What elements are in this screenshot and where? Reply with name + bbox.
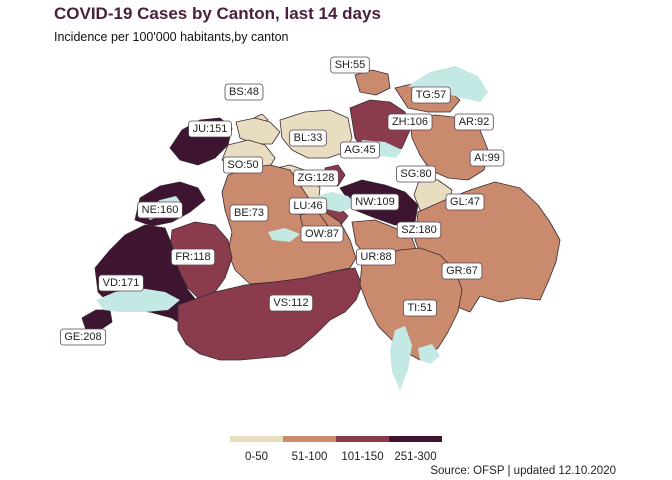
canton-label-gl: GL:47 <box>445 193 485 211</box>
svg-text:AR:92: AR:92 <box>459 116 490 128</box>
canton-label-lu: LU:46 <box>288 197 328 215</box>
canton-vs <box>177 267 363 361</box>
canton-label-sz: SZ:180 <box>396 221 442 239</box>
svg-text:VS:112: VS:112 <box>273 297 308 309</box>
source-note: Source: OFSP | updated 12.10.2020 <box>430 465 616 477</box>
legend-label: 101-150 <box>341 451 384 463</box>
canton-label-ag: AG:45 <box>340 141 380 159</box>
legend-swatch-0-50 <box>230 436 283 442</box>
svg-text:BE:73: BE:73 <box>234 207 264 219</box>
svg-text:OW:87: OW:87 <box>305 228 339 240</box>
canton-label-be: BE:73 <box>229 204 269 222</box>
canton-label-gr: GR:67 <box>441 262 483 280</box>
canton-label-ju: JU:151 <box>188 120 232 138</box>
svg-text:GL:47: GL:47 <box>450 196 480 208</box>
canton-label-ur: UR:88 <box>356 248 396 266</box>
canton-label-zh: ZH:106 <box>387 113 433 131</box>
canton-label-sh: SH:55 <box>330 56 370 74</box>
svg-text:UR:88: UR:88 <box>360 251 391 263</box>
canton-ge <box>81 309 113 331</box>
svg-text:SG:80: SG:80 <box>400 168 431 180</box>
legend-label: 51-100 <box>291 451 328 463</box>
canton-label-bl: BL:33 <box>289 129 327 147</box>
canton-label-fr: FR:118 <box>170 248 216 266</box>
svg-text:AG:45: AG:45 <box>344 144 375 156</box>
canton-label-ai: AI:99 <box>469 149 505 167</box>
canton-label-ti: TI:51 <box>403 299 437 317</box>
svg-text:FR:118: FR:118 <box>175 251 210 263</box>
canton-label-tg: TG:57 <box>411 86 451 104</box>
canton-label-nw: NW:109 <box>350 193 400 211</box>
canton-label-ar: AR:92 <box>454 113 494 131</box>
svg-text:NE:160: NE:160 <box>142 204 179 216</box>
lake-geneva <box>96 288 180 312</box>
svg-text:SO:50: SO:50 <box>227 159 258 171</box>
chart-subtitle: Incidence per 100'000 habitants,by canto… <box>54 30 289 44</box>
svg-text:SH:55: SH:55 <box>335 59 366 71</box>
legend-labels: 0-50 51-100 101-150 251-300 <box>230 451 442 463</box>
svg-text:BL:33: BL:33 <box>294 132 323 144</box>
svg-text:NW:109: NW:109 <box>355 196 395 208</box>
canton-label-ge: GE:208 <box>59 328 107 346</box>
lake-constance <box>408 66 488 102</box>
svg-text:BS:48: BS:48 <box>229 86 259 98</box>
svg-text:TI:51: TI:51 <box>407 302 432 314</box>
svg-text:GE:208: GE:208 <box>64 331 101 343</box>
lake-lugano <box>418 344 440 364</box>
svg-text:SZ:180: SZ:180 <box>401 224 436 236</box>
canton-label-zg: ZG:128 <box>293 169 339 187</box>
canton-label-ow: OW:87 <box>300 225 344 243</box>
lake-thun <box>268 228 300 242</box>
legend-swatch-101-150 <box>336 436 389 442</box>
legend-label: 0-50 <box>244 451 269 463</box>
svg-text:GR:67: GR:67 <box>446 265 478 277</box>
svg-text:VD:171: VD:171 <box>103 277 140 289</box>
svg-text:JU:151: JU:151 <box>193 123 228 135</box>
svg-text:AI:99: AI:99 <box>474 152 500 164</box>
canton-label-vs: VS:112 <box>268 294 314 312</box>
svg-text:LU:46: LU:46 <box>293 200 322 212</box>
canton-sh <box>354 69 391 96</box>
legend-swatch-251-300 <box>389 436 442 442</box>
canton-label-so: SO:50 <box>223 156 263 174</box>
canton-label-sg: SG:80 <box>396 165 436 183</box>
chart-title: COVID-19 Cases by Canton, last 14 days <box>54 4 381 23</box>
legend-color-bar <box>230 436 442 442</box>
lake-maggiore <box>390 326 412 390</box>
svg-text:ZH:106: ZH:106 <box>392 116 428 128</box>
canton-label-bs: BS:48 <box>224 83 264 101</box>
legend-swatch-51-100 <box>283 436 336 442</box>
svg-text:ZG:128: ZG:128 <box>298 172 335 184</box>
svg-text:TG:57: TG:57 <box>416 89 447 101</box>
canton-label-ne: NE:160 <box>137 201 183 219</box>
canton-label-vd: VD:171 <box>98 274 144 292</box>
legend-label: 251-300 <box>394 451 437 463</box>
canton-bl <box>235 117 281 145</box>
